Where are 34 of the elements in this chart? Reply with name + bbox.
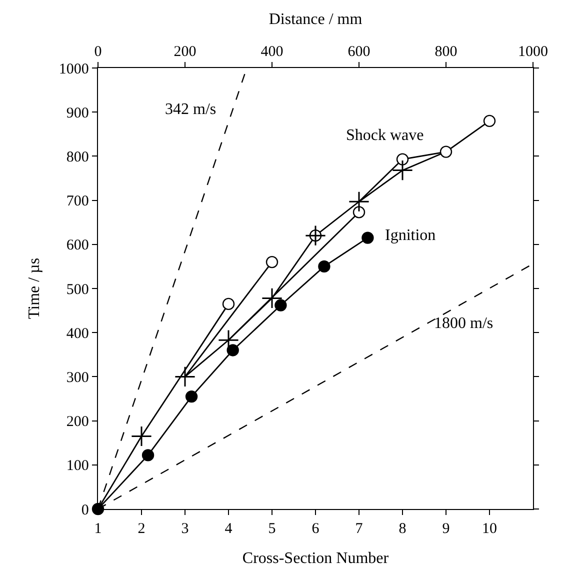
y-tick-label: 200 xyxy=(66,414,89,430)
y-tick-label: 1000 xyxy=(58,61,89,78)
y-tick-label: 100 xyxy=(66,458,89,474)
x-tick-label: 9 xyxy=(442,521,450,538)
x-axis-title: Cross-Section Number xyxy=(242,550,390,567)
x2-tick-label: 0 xyxy=(94,44,102,60)
x-tick-label: 7 xyxy=(355,521,364,538)
y-tick-label: 400 xyxy=(66,326,89,342)
x-tick-label: 5 xyxy=(268,521,276,538)
series-label: Shock wave xyxy=(346,127,424,144)
x2-tick-label: 400 xyxy=(260,44,284,60)
x2-tick-label: 600 xyxy=(348,44,370,60)
y-tick-label: 500 xyxy=(66,282,89,298)
x2-tick-label: 800 xyxy=(434,44,458,60)
y-tick-label: 800 xyxy=(66,149,89,166)
x-tick-label: 8 xyxy=(398,521,406,538)
x-tick-label: 2 xyxy=(138,521,146,538)
y-tick-label: 300 xyxy=(66,370,89,386)
y-tick-label: 0 xyxy=(81,502,89,518)
x2-tick-label: 1000 xyxy=(518,44,548,60)
x-tick-label: 1 xyxy=(94,521,102,538)
x-tick-label: 10 xyxy=(482,521,497,538)
x-tick-label: 4 xyxy=(224,521,233,538)
x-tick-label: 3 xyxy=(181,521,189,538)
y-tick-label: 900 xyxy=(66,105,89,122)
x-tick-label: 6 xyxy=(312,521,320,538)
series-label: Ignition xyxy=(385,227,436,244)
x2-axis-title: Distance / mm xyxy=(268,10,363,28)
y-tick-label: 600 xyxy=(66,238,89,254)
y-tick-label: 700 xyxy=(66,194,89,210)
x2-tick-label: 200 xyxy=(174,44,196,60)
series-label: 1800 m/s xyxy=(434,315,494,332)
y-axis-title: Time / µs xyxy=(26,258,43,320)
series-label: 342 m/s xyxy=(165,101,216,118)
